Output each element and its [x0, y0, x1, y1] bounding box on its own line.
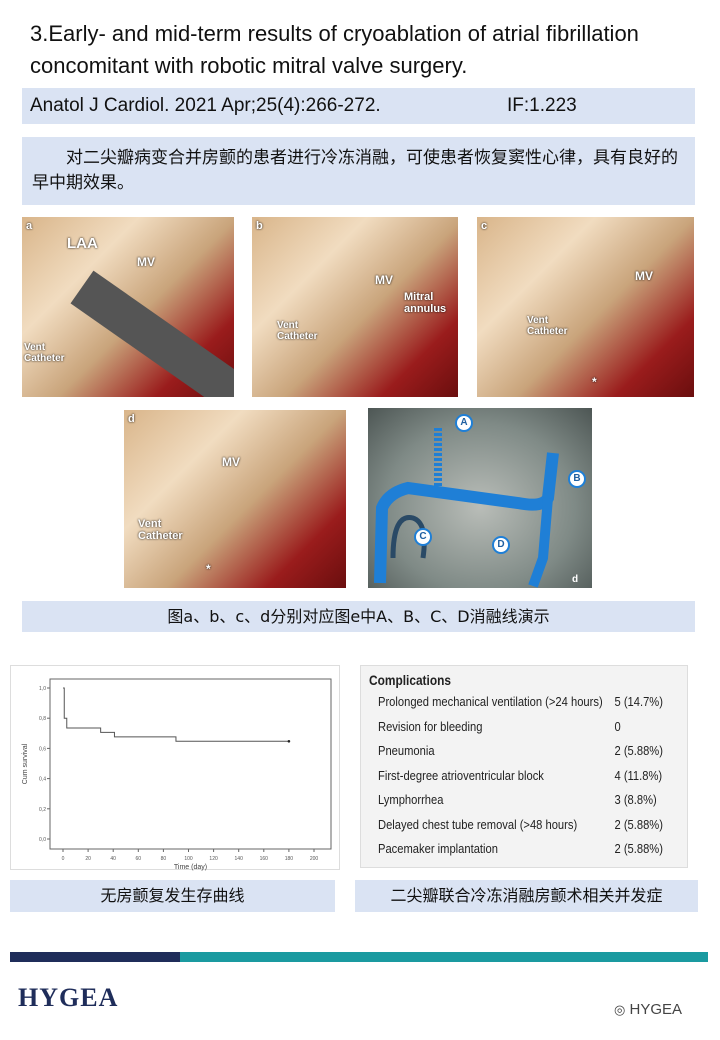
complication-value: 2 (5.88%) [614, 743, 663, 758]
complication-name: Pacemaker implantation [378, 841, 498, 856]
slide-title: 3.Early- and mid-term results of cryoabl… [30, 21, 639, 78]
table-row: Delayed chest tube removal (>48 hours) 2 … [378, 816, 663, 841]
complication-name: Revision for bleeding [378, 718, 483, 734]
surgical-photo-d: d MV Vent Catheter * [124, 410, 346, 588]
ablation-lines-diagram: A B C D d [368, 408, 592, 588]
table-row: Lymphorrhea 3 (8.8%) [378, 792, 657, 816]
surgical-photo-b: b MV Mitral annulus Vent Catheter [252, 217, 458, 397]
complication-value: 2 (5.88%) [614, 841, 663, 856]
y-tick-label: 0,0 [39, 837, 46, 843]
complication-name: Pneumonia [378, 743, 435, 758]
complication-name: Lymphorrhea [378, 792, 444, 807]
complication-value: 3 (8.8%) [614, 792, 657, 807]
plot-frame [49, 678, 332, 850]
survival-step-line [63, 687, 289, 742]
complication-value: 0 [614, 718, 621, 734]
x-tick-label: 60 [136, 856, 142, 862]
y-tick-label: 0,4 [39, 777, 46, 783]
x-tick-label: 80 [161, 856, 167, 862]
x-axis-label: Time (day) [174, 864, 207, 871]
footer-bar-navy [10, 952, 180, 962]
summary-text: 对二尖瓣病变合并房颤的患者进行冷冻消融，可使患者恢复窦性心律，具有良好的早中期效… [22, 137, 695, 205]
y-tick-label: 1,0 [39, 686, 46, 692]
wechat-icon: ◎ [614, 1002, 626, 1017]
chart-caption: 无房颤复发生存曲线 [10, 880, 335, 912]
y-tick-label: 0,8 [39, 716, 46, 722]
y-axis-label: Cum survival [22, 743, 29, 784]
x-tick-label: 20 [85, 856, 91, 862]
table-caption: 二尖瓣联合冷冻消融房颤术相关并发症 [355, 880, 698, 912]
figure-caption: 图a、b、c、d分别对应图e中A、B、C、D消融线演示 [22, 601, 695, 632]
table-row: Revision for bleeding 0 [378, 719, 640, 743]
complication-name: First-degree atrioventricular block [378, 767, 544, 783]
watermark: ◎ HYGEA [614, 1001, 683, 1018]
survival-chart: 0 20 40 60 80 100 120 140 160 180 200 0,0 0,2 0,4 0,6 0… [10, 665, 340, 871]
surgical-photo-a: a LAA MV Vent Catheter [22, 217, 234, 397]
x-tick-label: 0 [62, 856, 65, 862]
table-row: Prolonged mechanical ventilation (>24 ho… [378, 694, 663, 718]
impact-factor: IF:1.223 [507, 95, 577, 116]
x-tick-label: 180 [285, 856, 294, 862]
table-row: Pneumonia 2 (5.88%) [378, 743, 663, 767]
y-tick-label: 0,6 [39, 746, 46, 752]
censor-mark [287, 740, 291, 743]
complication-name: Delayed chest tube removal (>48 hours) [378, 816, 578, 832]
x-tick-label: 120 [209, 856, 218, 862]
x-tick-label: 140 [235, 856, 244, 862]
journal-citation: Anatol J Cardiol. 2021 Apr;25(4):266-272… [30, 95, 381, 116]
table-row: Pacemaker implantation 2 (5.88%) [378, 841, 663, 865]
x-tick-label: 100 [184, 856, 193, 862]
surgical-photo-c: c MV Vent Catheter * [477, 217, 694, 397]
ablation-lines [374, 428, 559, 588]
complications-table: Complications Prolonged mechanical venti… [360, 665, 688, 868]
y-tick-label: 0,2 [39, 807, 46, 813]
survival-chart-svg: 0 20 40 60 80 100 120 140 160 180 200 0,0 0,2 0,4 0,6 0… [22, 678, 332, 871]
complication-value: 2 (5.88%) [614, 816, 663, 832]
table-header: Complications [369, 672, 451, 688]
hygea-logo: HYGEA [18, 983, 119, 1012]
x-tick-label: 200 [310, 856, 319, 862]
x-tick-label: 40 [110, 856, 116, 862]
citation-bar: Anatol J Cardiol. 2021 Apr;25(4):266-272… [22, 88, 695, 124]
x-tick-label: 160 [260, 856, 269, 862]
table-row: First-degree atrioventricular block 4 (11… [378, 767, 662, 792]
complication-value: 5 (14.7%) [614, 694, 663, 709]
footer-bar-teal [180, 952, 708, 962]
complication-value: 4 (11.8%) [614, 767, 663, 783]
complication-name: Prolonged mechanical ventilation (>24 ho… [378, 694, 603, 709]
